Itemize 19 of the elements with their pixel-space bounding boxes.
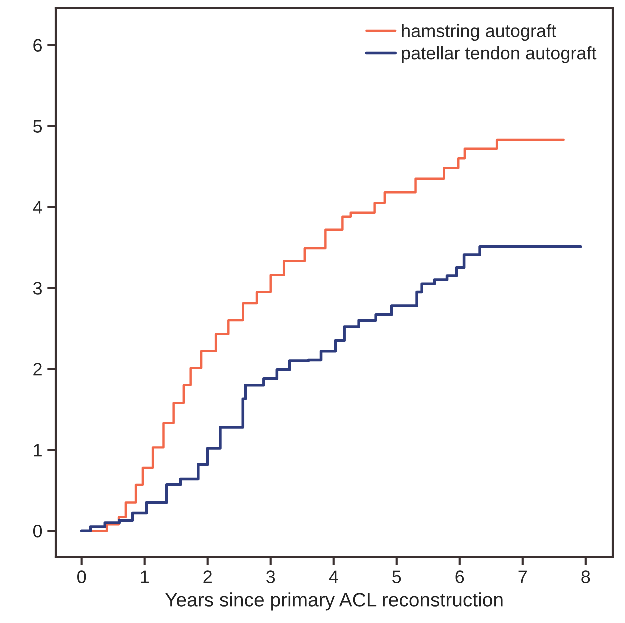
y-tick-label: 2 xyxy=(34,363,42,376)
x-tick-label: 4 xyxy=(329,570,338,584)
x-axis-title: Years since primary ACL reconstruction xyxy=(165,592,503,611)
y-tick-label: 4 xyxy=(33,201,42,214)
legend-label: hamstring autograft xyxy=(402,24,556,42)
y-tick-label: 5 xyxy=(33,120,42,133)
x-tick-label: 0 xyxy=(78,570,86,584)
x-tick-label: 6 xyxy=(456,570,464,584)
legend-label: patellar tendon autograft xyxy=(402,46,597,64)
x-tick-label: 7 xyxy=(518,570,528,584)
y-tick-label: 6 xyxy=(34,39,42,52)
y-tick-label: 3 xyxy=(33,282,42,295)
x-tick-label: 2 xyxy=(204,570,212,584)
x-tick-label: 5 xyxy=(392,570,402,584)
x-tick-label: 1 xyxy=(141,570,149,584)
x-tick-label: 3 xyxy=(266,570,276,584)
x-tick-label: 8 xyxy=(582,570,590,584)
y-tick-label: 0 xyxy=(33,525,42,538)
y-tick-label: 1 xyxy=(34,444,42,457)
